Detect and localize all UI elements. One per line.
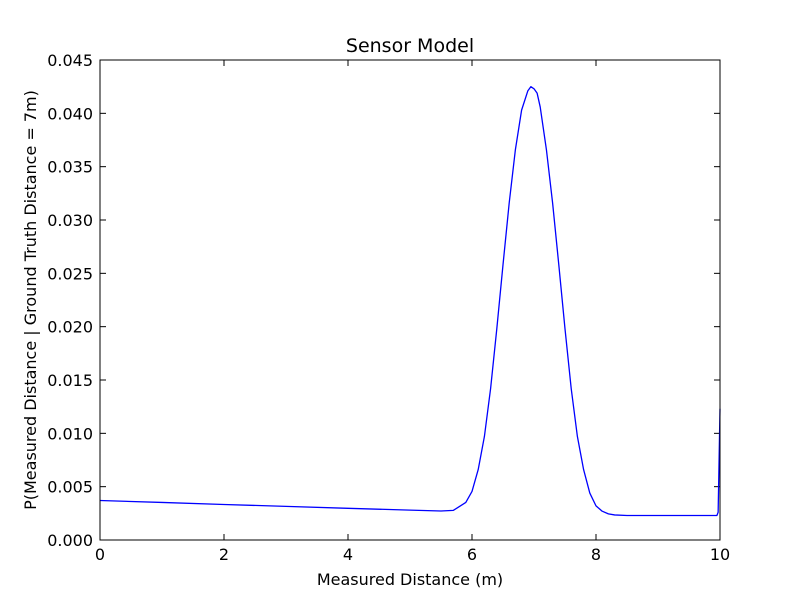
y-tick-label: 0.010	[47, 424, 93, 443]
ticks-layer	[99, 59, 721, 541]
y-tick-label: 0.015	[47, 371, 93, 390]
plot-layer	[99, 86, 721, 517]
x-tick-label: 8	[591, 545, 601, 564]
y-tick-label: 0.020	[47, 318, 93, 337]
y-tick-label: 0.030	[47, 211, 93, 230]
y-axis-label: P(Measured Distance | Ground Truth Dista…	[21, 90, 40, 510]
x-tick-label: 4	[343, 545, 353, 564]
x-tick-label: 0	[95, 545, 105, 564]
plot-frame	[99, 59, 721, 541]
y-tick-label: 0.045	[47, 51, 93, 70]
chart-title: Sensor Model	[346, 35, 474, 57]
y-tick-label: 0.000	[47, 531, 93, 550]
y-tick-label: 0.040	[47, 104, 93, 123]
x-tick-label: 6	[467, 545, 477, 564]
x-tick-label: 2	[219, 545, 229, 564]
labels-layer: 0 2 4 6 8 10 0.000 0.005 0.010 0.015 0.020 0.025 0.0…	[47, 51, 730, 564]
x-tick-label: 10	[710, 545, 730, 564]
series-line-0	[99, 86, 721, 517]
x-axis-label: Measured Distance (m)	[317, 570, 503, 589]
y-tick-label: 0.005	[47, 478, 93, 497]
y-tick-label: 0.035	[47, 158, 93, 177]
y-tick-label: 0.025	[47, 264, 93, 283]
